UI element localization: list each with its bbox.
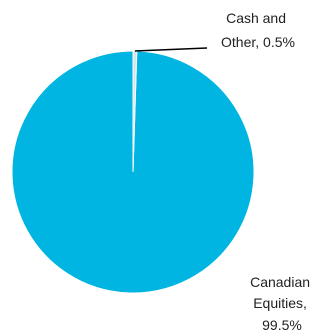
cash-and-other-label: Cash and Other, 0.5%: [221, 10, 295, 50]
cash-and-other-leader-line: [134, 47, 208, 52]
cash-and-other-label-line-2: Other, 0.5%: [221, 34, 295, 50]
pie-slices: [11, 50, 255, 294]
canadian-equities-label: Canadian Equities, 99.5%: [250, 274, 314, 333]
cash-and-other-label-line-1: Cash and: [226, 10, 286, 26]
canadian-equities-label-line-2: Equities,: [253, 295, 307, 311]
canadian-equities-label-line-3: 99.5%: [262, 317, 302, 333]
canadian-equities-label-line-1: Canadian: [250, 274, 310, 290]
